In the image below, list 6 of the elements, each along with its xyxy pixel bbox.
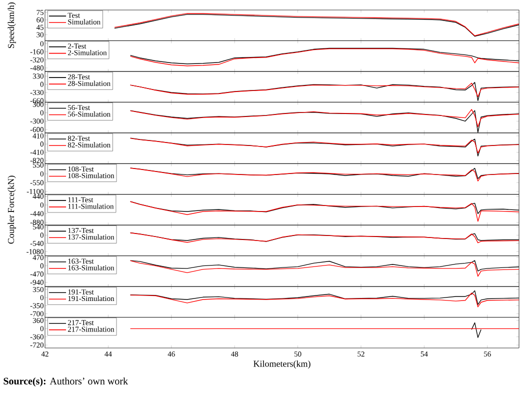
line-series — [130, 138, 519, 154]
line-series — [130, 109, 519, 128]
text: Source(s): Authors’ own work — [4, 377, 128, 387]
x-axis-title: Kilometers(km) — [254, 360, 310, 369]
y-axis-title: Speed(km/h) — [8, 2, 16, 48]
y-axis-title: Coupler Force(kN) — [8, 176, 16, 244]
